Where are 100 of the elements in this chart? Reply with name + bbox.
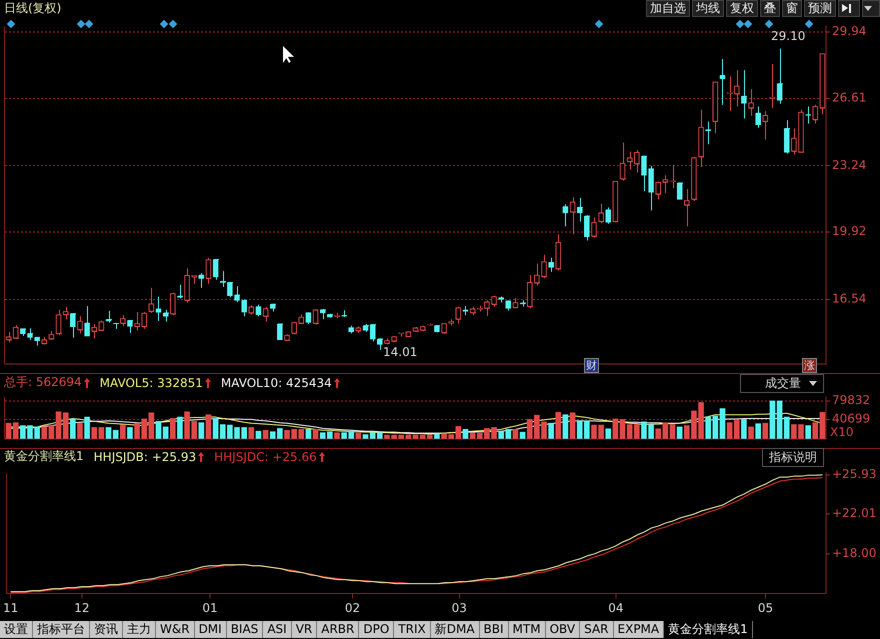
x-tick-label: 01 xyxy=(202,600,218,615)
text: MTM xyxy=(508,621,546,638)
candlestick xyxy=(120,314,126,327)
x-tick-label: 11 xyxy=(3,600,18,615)
bar xyxy=(248,427,254,439)
x-tick-label: 05 xyxy=(758,600,774,615)
bar xyxy=(570,412,576,439)
candlestick xyxy=(484,300,490,317)
candlestick xyxy=(162,309,168,322)
candlestick xyxy=(691,156,697,202)
bar xyxy=(512,429,518,439)
bar xyxy=(306,429,312,439)
candlestick xyxy=(134,312,140,331)
candlestick xyxy=(284,334,290,341)
candlestick xyxy=(91,324,98,339)
candlestick xyxy=(412,326,420,332)
bar xyxy=(562,414,568,439)
candlestick xyxy=(655,181,662,200)
candlestick xyxy=(6,332,12,343)
candlestick xyxy=(77,316,83,334)
y-tick-label: +22.01 xyxy=(832,506,876,520)
candlestick xyxy=(520,300,526,308)
candlestick xyxy=(312,308,318,325)
candlestick xyxy=(441,322,447,334)
bar xyxy=(462,429,468,439)
y-tick-label: 26.61 xyxy=(832,90,866,104)
bar xyxy=(84,416,90,439)
candlestick xyxy=(56,309,62,336)
text: DPO xyxy=(359,621,394,638)
candlestick xyxy=(598,203,604,224)
y-tick-label: 16.54 xyxy=(832,292,866,306)
candlestick xyxy=(227,282,233,298)
bar xyxy=(605,428,612,439)
y-tick-label: 23.24 xyxy=(832,158,866,172)
candlestick xyxy=(620,142,626,182)
x-tick-label: 12 xyxy=(74,600,90,615)
text: 成交量 xyxy=(740,374,824,393)
text: 叠 xyxy=(760,0,780,17)
bar xyxy=(70,418,76,439)
candlestick xyxy=(570,196,576,235)
candlestick xyxy=(241,298,247,317)
text: SAR xyxy=(580,621,614,638)
candlestick xyxy=(734,70,740,108)
bar xyxy=(548,422,554,439)
candlestick xyxy=(555,234,562,272)
bar xyxy=(77,422,83,439)
text: ARBR xyxy=(317,621,360,638)
candlestick xyxy=(298,314,304,325)
candlestick xyxy=(34,336,40,346)
candlestick xyxy=(612,180,618,222)
annotation: 29.10 xyxy=(770,29,806,43)
chart-title: 日线(复权) xyxy=(4,0,62,17)
candlestick xyxy=(291,321,297,335)
candlestick xyxy=(755,106,762,128)
y-axis-title: X10 xyxy=(830,424,854,439)
candlestick xyxy=(306,312,312,325)
text: EXPMA xyxy=(614,621,664,638)
bar xyxy=(127,427,133,439)
candlestick xyxy=(277,322,283,340)
bar xyxy=(262,430,268,439)
candlestick xyxy=(170,292,176,316)
candlestick xyxy=(641,156,647,192)
candlestick xyxy=(541,254,547,279)
y-tick-label: 19.92 xyxy=(832,224,866,238)
candlestick xyxy=(206,257,212,284)
candlestick xyxy=(470,306,476,316)
candlestick xyxy=(184,268,190,304)
candlestick xyxy=(327,313,334,318)
candlestick xyxy=(456,306,462,324)
text: 设置 xyxy=(0,621,33,638)
text: HHJSJDB: +25.93 xyxy=(94,450,196,464)
candlestick xyxy=(676,182,682,200)
x-tick-label: 04 xyxy=(608,600,624,615)
candlestick xyxy=(476,305,484,312)
candlestick xyxy=(776,48,782,104)
candlestick xyxy=(406,330,412,338)
text: 窗 xyxy=(782,0,802,17)
candlestick xyxy=(712,81,718,134)
bar xyxy=(120,424,126,439)
chart-title: 黄金分割率线1 xyxy=(4,448,84,465)
candlestick xyxy=(491,295,497,308)
y-tick-label: 29.94 xyxy=(832,24,866,38)
text: VR xyxy=(292,621,318,638)
candlestick xyxy=(12,324,19,340)
bar xyxy=(312,429,318,439)
candlestick xyxy=(27,328,33,340)
text: BBI xyxy=(480,621,509,638)
bar xyxy=(198,422,204,439)
text: 均线 xyxy=(692,0,724,17)
text: HHJSJDC: +25.66 xyxy=(214,450,317,464)
candlestick xyxy=(748,88,754,116)
text: 主力 xyxy=(123,621,156,638)
bar xyxy=(805,425,811,439)
candlestick xyxy=(220,270,226,288)
text: 指标说明 xyxy=(762,448,824,467)
text: MAVOL10: 425434 xyxy=(220,376,332,390)
bar xyxy=(676,426,682,439)
candlestick xyxy=(648,165,654,211)
candlestick xyxy=(684,188,690,227)
y-tick-label: 79832 xyxy=(832,393,870,408)
